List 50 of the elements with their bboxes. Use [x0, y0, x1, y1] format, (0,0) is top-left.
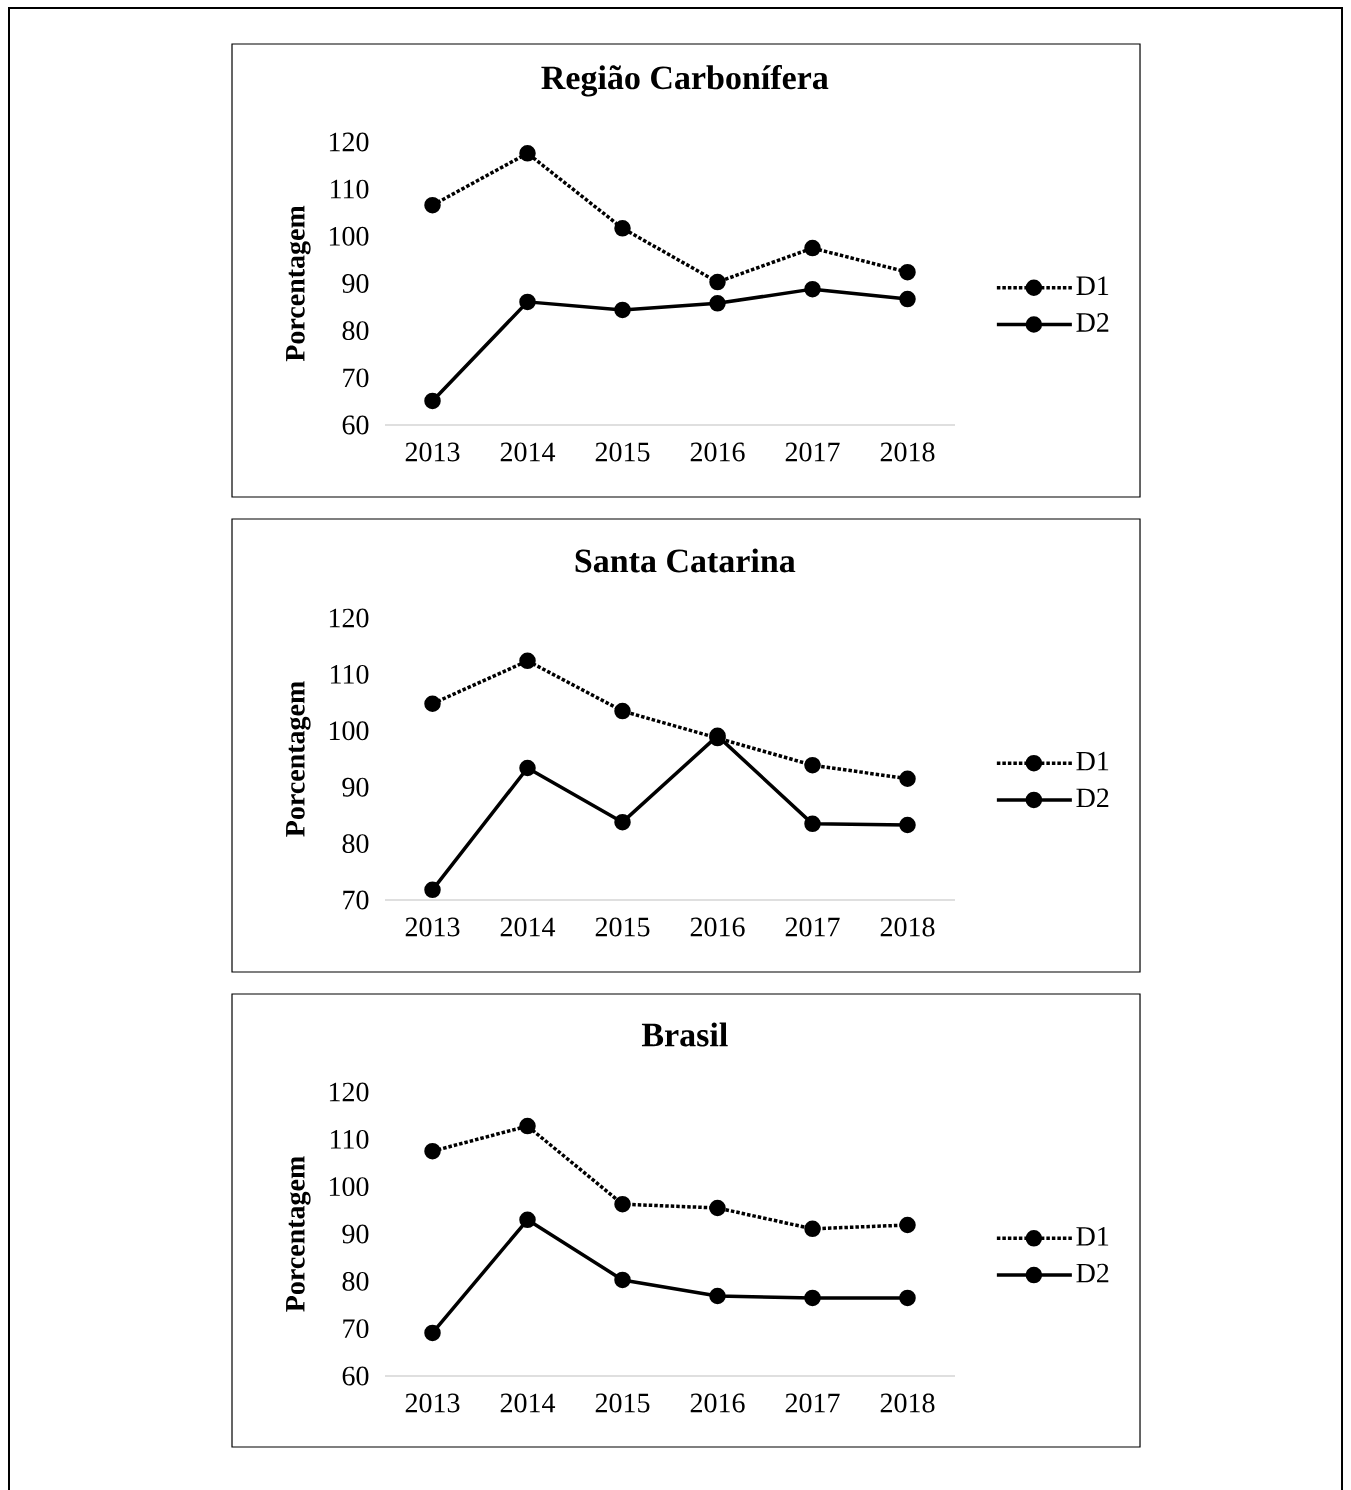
x-tick-label: 2018	[880, 442, 935, 462]
legend-label: D2	[1076, 1263, 1109, 1283]
legend-label: D1	[1076, 1227, 1109, 1246]
chart-title: Região Carbonífera	[541, 65, 829, 97]
x-tick-label: 2016	[690, 442, 745, 462]
y-tick-label: 90	[342, 1224, 369, 1244]
x-tick-label: 2017	[785, 442, 840, 462]
x-tick-label: 2013	[405, 917, 460, 937]
y-axis-title: Porcentagem	[286, 205, 311, 362]
x-tick-label: 2015	[595, 442, 650, 462]
x-tick-label: 2014	[500, 917, 556, 937]
y-tick-label: 80	[342, 321, 369, 341]
y-tick-label: 70	[343, 1319, 369, 1339]
y-tick-label: 100	[329, 1177, 369, 1197]
y-tick-label: 60	[342, 415, 369, 435]
y-tick-label: 110	[330, 179, 369, 199]
y-axis-title: Porcentagem	[286, 681, 311, 837]
legend-label: D2	[1076, 313, 1109, 332]
y-tick-label: 110	[330, 664, 369, 684]
x-tick-label: 2016	[690, 917, 745, 937]
chart-title: Santa Catarina	[575, 548, 796, 573]
y-tick-label: 60	[342, 1366, 369, 1386]
x-tick-label: 2018	[880, 1393, 935, 1413]
chart-title: Brasil	[641, 1022, 728, 1047]
x-tick-label: 2014	[500, 442, 556, 462]
y-tick-label: 70	[343, 368, 369, 388]
x-tick-label: 2017	[785, 917, 840, 937]
y-tick-label: 100	[329, 721, 369, 741]
x-tick-label: 2015	[595, 1393, 650, 1413]
x-tick-label: 2014	[500, 1393, 556, 1413]
x-tick-label: 2017	[785, 1393, 840, 1413]
y-tick-label: 100	[329, 226, 369, 246]
y-tick-label: 70	[343, 890, 369, 910]
y-tick-label: 90	[342, 274, 369, 293]
y-tick-label: 110	[330, 1129, 369, 1149]
y-tick-label: 120	[329, 132, 369, 152]
y-tick-label: 120	[329, 608, 369, 628]
legend-label: D1	[1076, 276, 1109, 295]
x-tick-label: 2013	[405, 1393, 460, 1413]
y-tick-label: 80	[342, 1271, 369, 1291]
legend-label: D1	[1076, 751, 1109, 771]
y-tick-label: 120	[329, 1082, 369, 1102]
x-tick-label: 2016	[690, 1393, 745, 1413]
x-tick-label: 2018	[880, 917, 935, 937]
y-tick-label: 90	[342, 777, 369, 797]
x-tick-label: 2015	[595, 917, 650, 937]
y-tick-label: 80	[342, 834, 369, 854]
x-tick-label: 2013	[405, 442, 460, 462]
y-axis-title: Porcentagem	[286, 1156, 311, 1312]
legend-label: D2	[1076, 788, 1109, 808]
